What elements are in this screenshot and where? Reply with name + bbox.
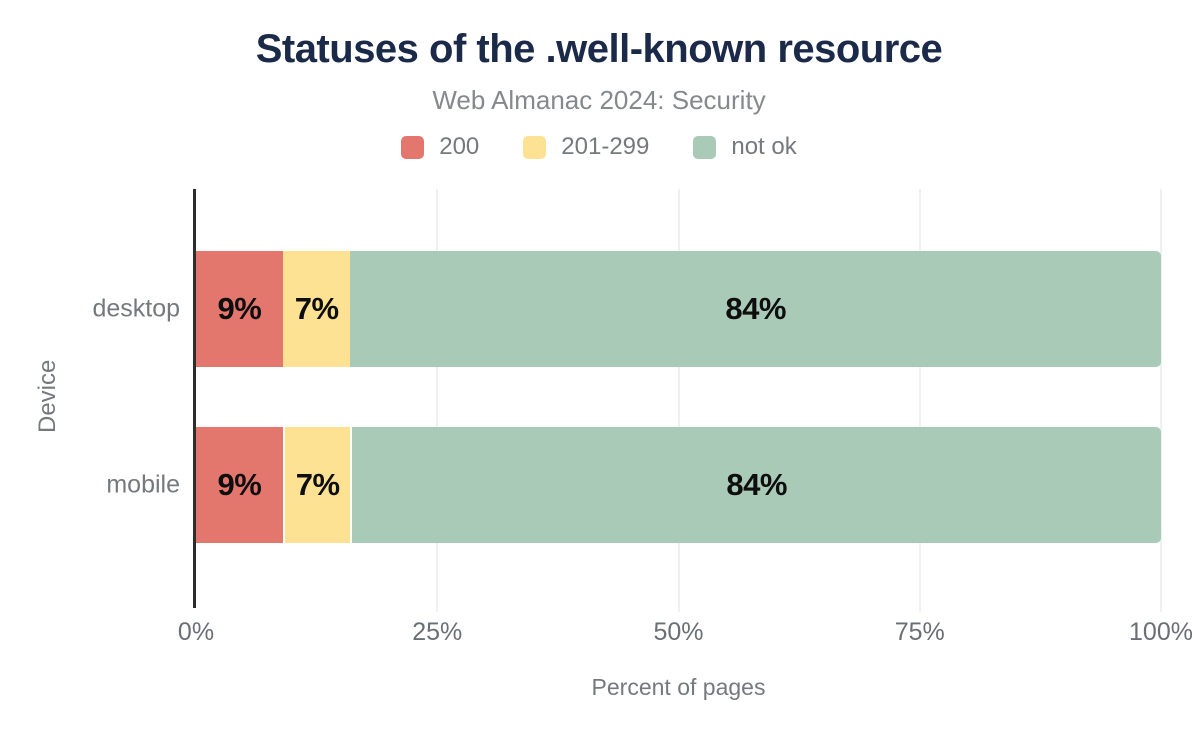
legend-swatch-icon	[523, 135, 547, 159]
chart-subtitle: Web Almanac 2024: Security	[432, 85, 766, 115]
bars-container: desktop 9% 7% 84% mobile 9% 7% 84%	[92, 189, 1161, 604]
gridline-25	[436, 189, 439, 613]
bar-row-mobile: mobile 9% 7% 84%	[106, 427, 1161, 543]
data-label: 84%	[725, 291, 786, 326]
bar-segment-desktop-200: 9%	[196, 251, 283, 367]
x-axis-title: Percent of pages	[591, 674, 766, 700]
legend-swatch-icon	[693, 135, 717, 159]
x-tick-label-100: 100%	[1129, 618, 1193, 646]
category-label-desktop: desktop	[92, 294, 180, 323]
data-label: 84%	[726, 467, 787, 502]
bar-segment-mobile-200: 9%	[196, 427, 283, 543]
gridline-50	[677, 189, 680, 613]
legend-item-201-299[interactable]: 201-299	[523, 133, 649, 161]
plot-area: desktop 9% 7% 84% mobile 9% 7% 84% Device 0% 25%…	[34, 189, 1193, 700]
bar-segment-desktop-not-ok: 84%	[350, 251, 1161, 367]
bar-segment-desktop-201-299: 7%	[282, 251, 351, 367]
y-axis-line	[193, 189, 196, 609]
chart-title: Statuses of the .well-known resource	[255, 27, 943, 71]
data-label: 9%	[217, 291, 262, 326]
legend-item-not-ok[interactable]: not ok	[693, 133, 797, 161]
data-label: 7%	[294, 291, 339, 326]
y-axis-title: Device	[34, 359, 61, 434]
legend-label: not ok	[731, 133, 797, 160]
x-tick-label-0: 0%	[177, 618, 215, 646]
gridline-75	[918, 189, 921, 613]
data-label: 9%	[217, 467, 262, 502]
bar-segment-mobile-not-ok: 84%	[350, 427, 1161, 543]
data-label: 7%	[295, 467, 340, 502]
x-axis-ticks: 0% 25% 50% 75% 100%	[178, 618, 1193, 650]
legend-swatch-icon	[401, 135, 425, 159]
bar-segment-mobile-201-299: 7%	[282, 427, 351, 543]
x-tick-label-50: 50%	[653, 618, 704, 646]
gridline-100	[1160, 189, 1162, 613]
x-tick-label-75: 75%	[894, 618, 945, 646]
legend-label: 201-299	[561, 133, 650, 160]
x-tick-label-25: 25%	[412, 618, 463, 646]
legend: 200 201-299 not ok	[0, 133, 1198, 161]
legend-item-200[interactable]: 200	[401, 133, 479, 161]
legend-label: 200	[439, 133, 480, 160]
bar-row-desktop: desktop 9% 7% 84%	[92, 251, 1161, 367]
category-label-mobile: mobile	[106, 470, 180, 499]
